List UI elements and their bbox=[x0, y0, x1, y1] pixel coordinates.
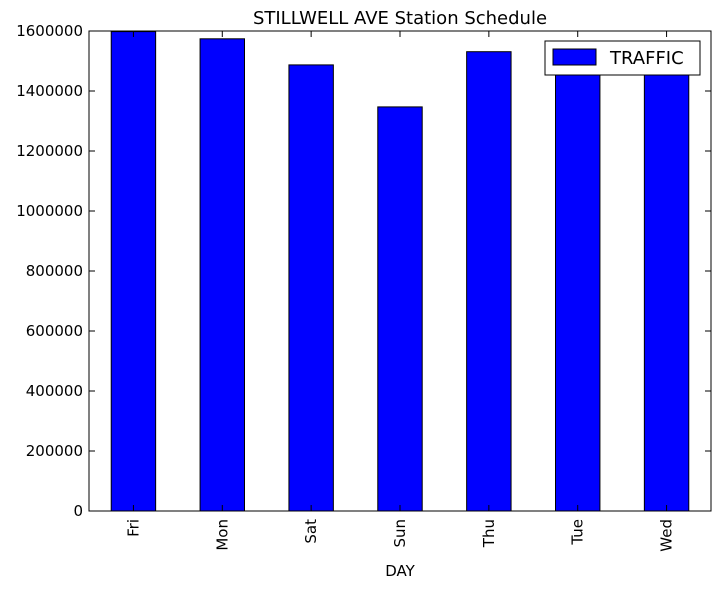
y-tick-label: 600000 bbox=[26, 322, 83, 340]
legend-swatch bbox=[552, 48, 597, 66]
x-tick-label: Tue bbox=[569, 519, 587, 546]
x-axis-label: DAY bbox=[385, 562, 415, 580]
x-tick-label: Thu bbox=[480, 519, 498, 548]
bar-wed bbox=[643, 55, 690, 512]
chart-title: STILLWELL AVE Station Schedule bbox=[253, 8, 547, 29]
bars bbox=[110, 31, 690, 512]
bar-mon bbox=[199, 38, 245, 512]
y-tick-label: 400000 bbox=[26, 382, 83, 400]
bar-thu bbox=[466, 51, 512, 512]
y-tick-label: 1200000 bbox=[16, 142, 83, 160]
y-tick-label: 0 bbox=[73, 502, 83, 520]
legend-label: TRAFFIC bbox=[609, 48, 684, 69]
x-tick-label: Mon bbox=[213, 519, 231, 551]
x-tick-label: Wed bbox=[658, 519, 676, 552]
y-tick-label: 1600000 bbox=[16, 22, 83, 40]
bar-sun bbox=[377, 106, 423, 512]
y-tick-label: 1400000 bbox=[16, 82, 83, 100]
bar-fri bbox=[110, 31, 157, 512]
bar-sat bbox=[288, 64, 334, 512]
x-tick-label: Sat bbox=[302, 519, 320, 544]
y-tick-label: 200000 bbox=[26, 442, 83, 460]
x-tick-label: Fri bbox=[124, 519, 142, 537]
y-axis: 0 200000 400000 600000 800000 1000000 1200000 1… bbox=[16, 22, 711, 520]
y-tick-label: 800000 bbox=[26, 262, 83, 280]
legend: TRAFFIC bbox=[544, 40, 701, 76]
y-tick-label: 1000000 bbox=[16, 202, 83, 220]
x-axis: Fri Mon Sat Sun Thu Tue Wed bbox=[124, 31, 676, 552]
plot-frame bbox=[88, 30, 712, 512]
bar-tue bbox=[555, 50, 601, 512]
x-tick-label: Sun bbox=[391, 519, 409, 548]
